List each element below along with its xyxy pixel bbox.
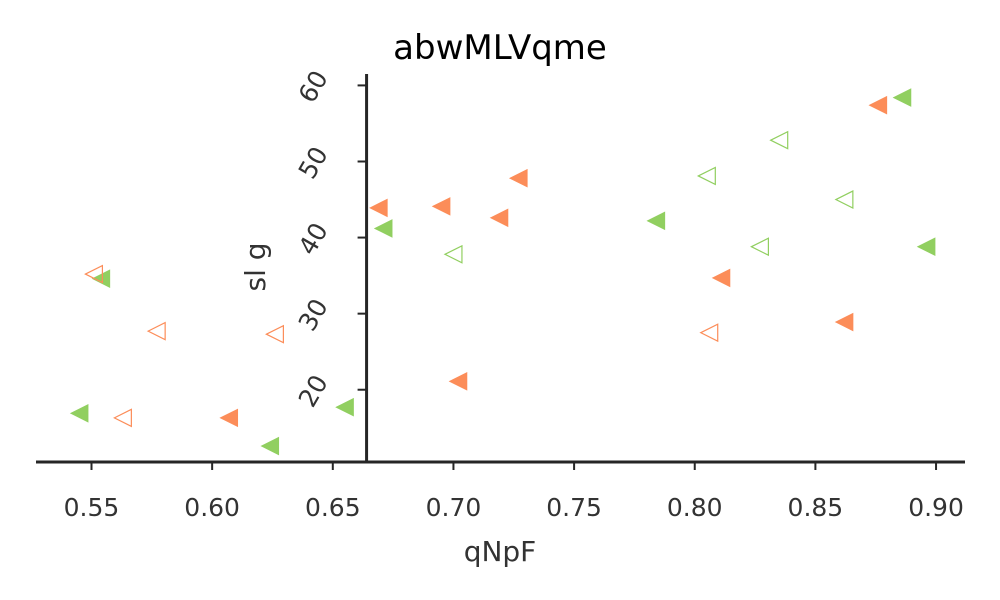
data-point-marker: [834, 190, 854, 210]
x-tick-label: 0.80: [667, 493, 723, 522]
data-point-marker: [443, 244, 463, 264]
data-point-marker: [769, 130, 789, 150]
data-point-marker: [69, 404, 89, 423]
data-point-marker: [146, 321, 166, 341]
y-tick-label: 20: [293, 370, 334, 412]
data-point-marker: [431, 197, 451, 216]
data-point-marker: [91, 269, 111, 288]
y-axis-label: sl g: [239, 242, 272, 291]
data-point-marker: [113, 408, 132, 428]
data-point-marker: [260, 436, 280, 456]
data-point-marker: [335, 397, 354, 417]
x-axis-label: qNpF: [464, 535, 537, 568]
x-tick-label: 0.90: [908, 493, 964, 522]
data-point-marker: [868, 95, 888, 115]
y-tick-label: 30: [293, 294, 334, 336]
y-tick-label: 60: [293, 66, 334, 108]
y-tick-label: 40: [293, 218, 334, 260]
data-point-marker: [219, 408, 239, 428]
axes: 0.55 0.60 0.65 0.70 0.75 0.80 0.85 0.90 20 30 40 50…: [36, 66, 965, 522]
data-point-marker: [834, 312, 854, 332]
data-point-marker: [711, 268, 731, 288]
data-point-marker: [84, 264, 104, 284]
data-point-marker: [489, 208, 509, 228]
x-tick-label: 0.65: [305, 493, 361, 522]
y-tick-label: 50: [293, 142, 334, 184]
chart-title: abwMLVqme: [393, 28, 607, 68]
data-point-marker: [369, 198, 388, 218]
x-tick-label: 0.55: [64, 493, 120, 522]
data-point-marker: [699, 323, 719, 343]
data-point-marker: [448, 372, 468, 391]
data-point-marker: [646, 211, 666, 231]
data-point-marker: [696, 166, 716, 186]
x-tick-label: 0.60: [184, 493, 240, 522]
data-point-marker: [508, 168, 528, 188]
data-point-marker: [750, 237, 769, 257]
x-tick-label: 0.75: [546, 493, 602, 522]
x-tick-label: 0.70: [426, 493, 482, 522]
data-point-marker: [892, 88, 912, 107]
data-point-marker: [373, 219, 393, 238]
x-tick-label: 0.85: [788, 493, 844, 522]
data-point-marker: [916, 237, 936, 257]
data-points: [69, 88, 936, 456]
data-point-marker: [265, 324, 284, 344]
